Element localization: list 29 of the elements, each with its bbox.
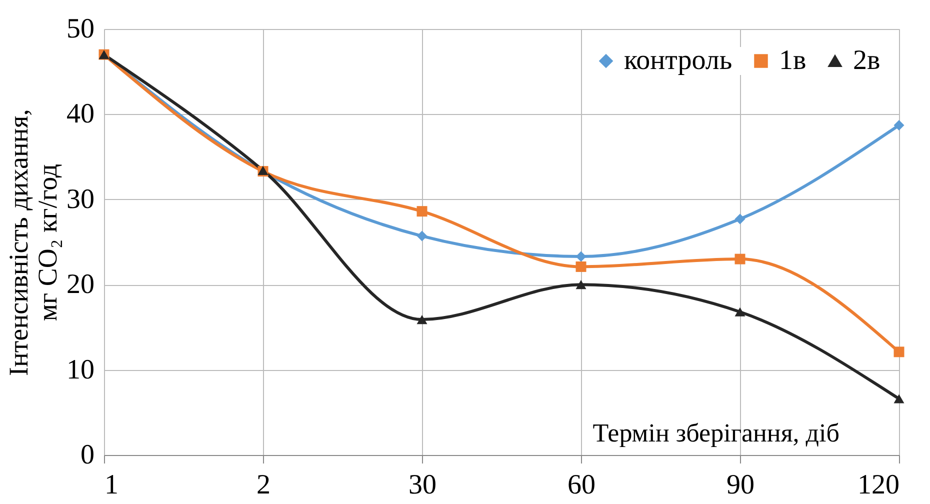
legend-label: 1в [779,45,806,76]
point [416,230,428,242]
legend-label: 2в [853,45,880,76]
y-tick-label: 30 [66,184,94,215]
point [894,346,904,358]
x-tick-label: 90 [726,470,754,500]
point [576,251,586,262]
point [894,120,904,131]
y-axis-title: Інтенсивність дихання, мг CO₂ кг/год [4,108,62,376]
y-tick-label: 50 [66,14,94,44]
x-tick-label: 2 [256,470,270,500]
point [734,254,746,264]
point [576,261,586,272]
x-tick-label: 120 [858,470,900,500]
y-tick-label: 0 [80,440,94,470]
point [416,314,428,324]
point [416,206,428,217]
point [734,307,746,316]
x-tick-label: 30 [408,470,436,500]
y-tick-label: 10 [66,354,94,386]
point [576,280,586,290]
x-tick-label: 60 [568,470,596,500]
y-tick-label: 20 [66,269,94,300]
legend-label: контроль [624,45,732,76]
x-tick-label: 1 [104,470,118,500]
y-tick-label: 40 [66,98,94,130]
point [734,214,746,224]
x-axis-title: Термін зберігання, діб [592,418,840,448]
point [894,394,904,404]
